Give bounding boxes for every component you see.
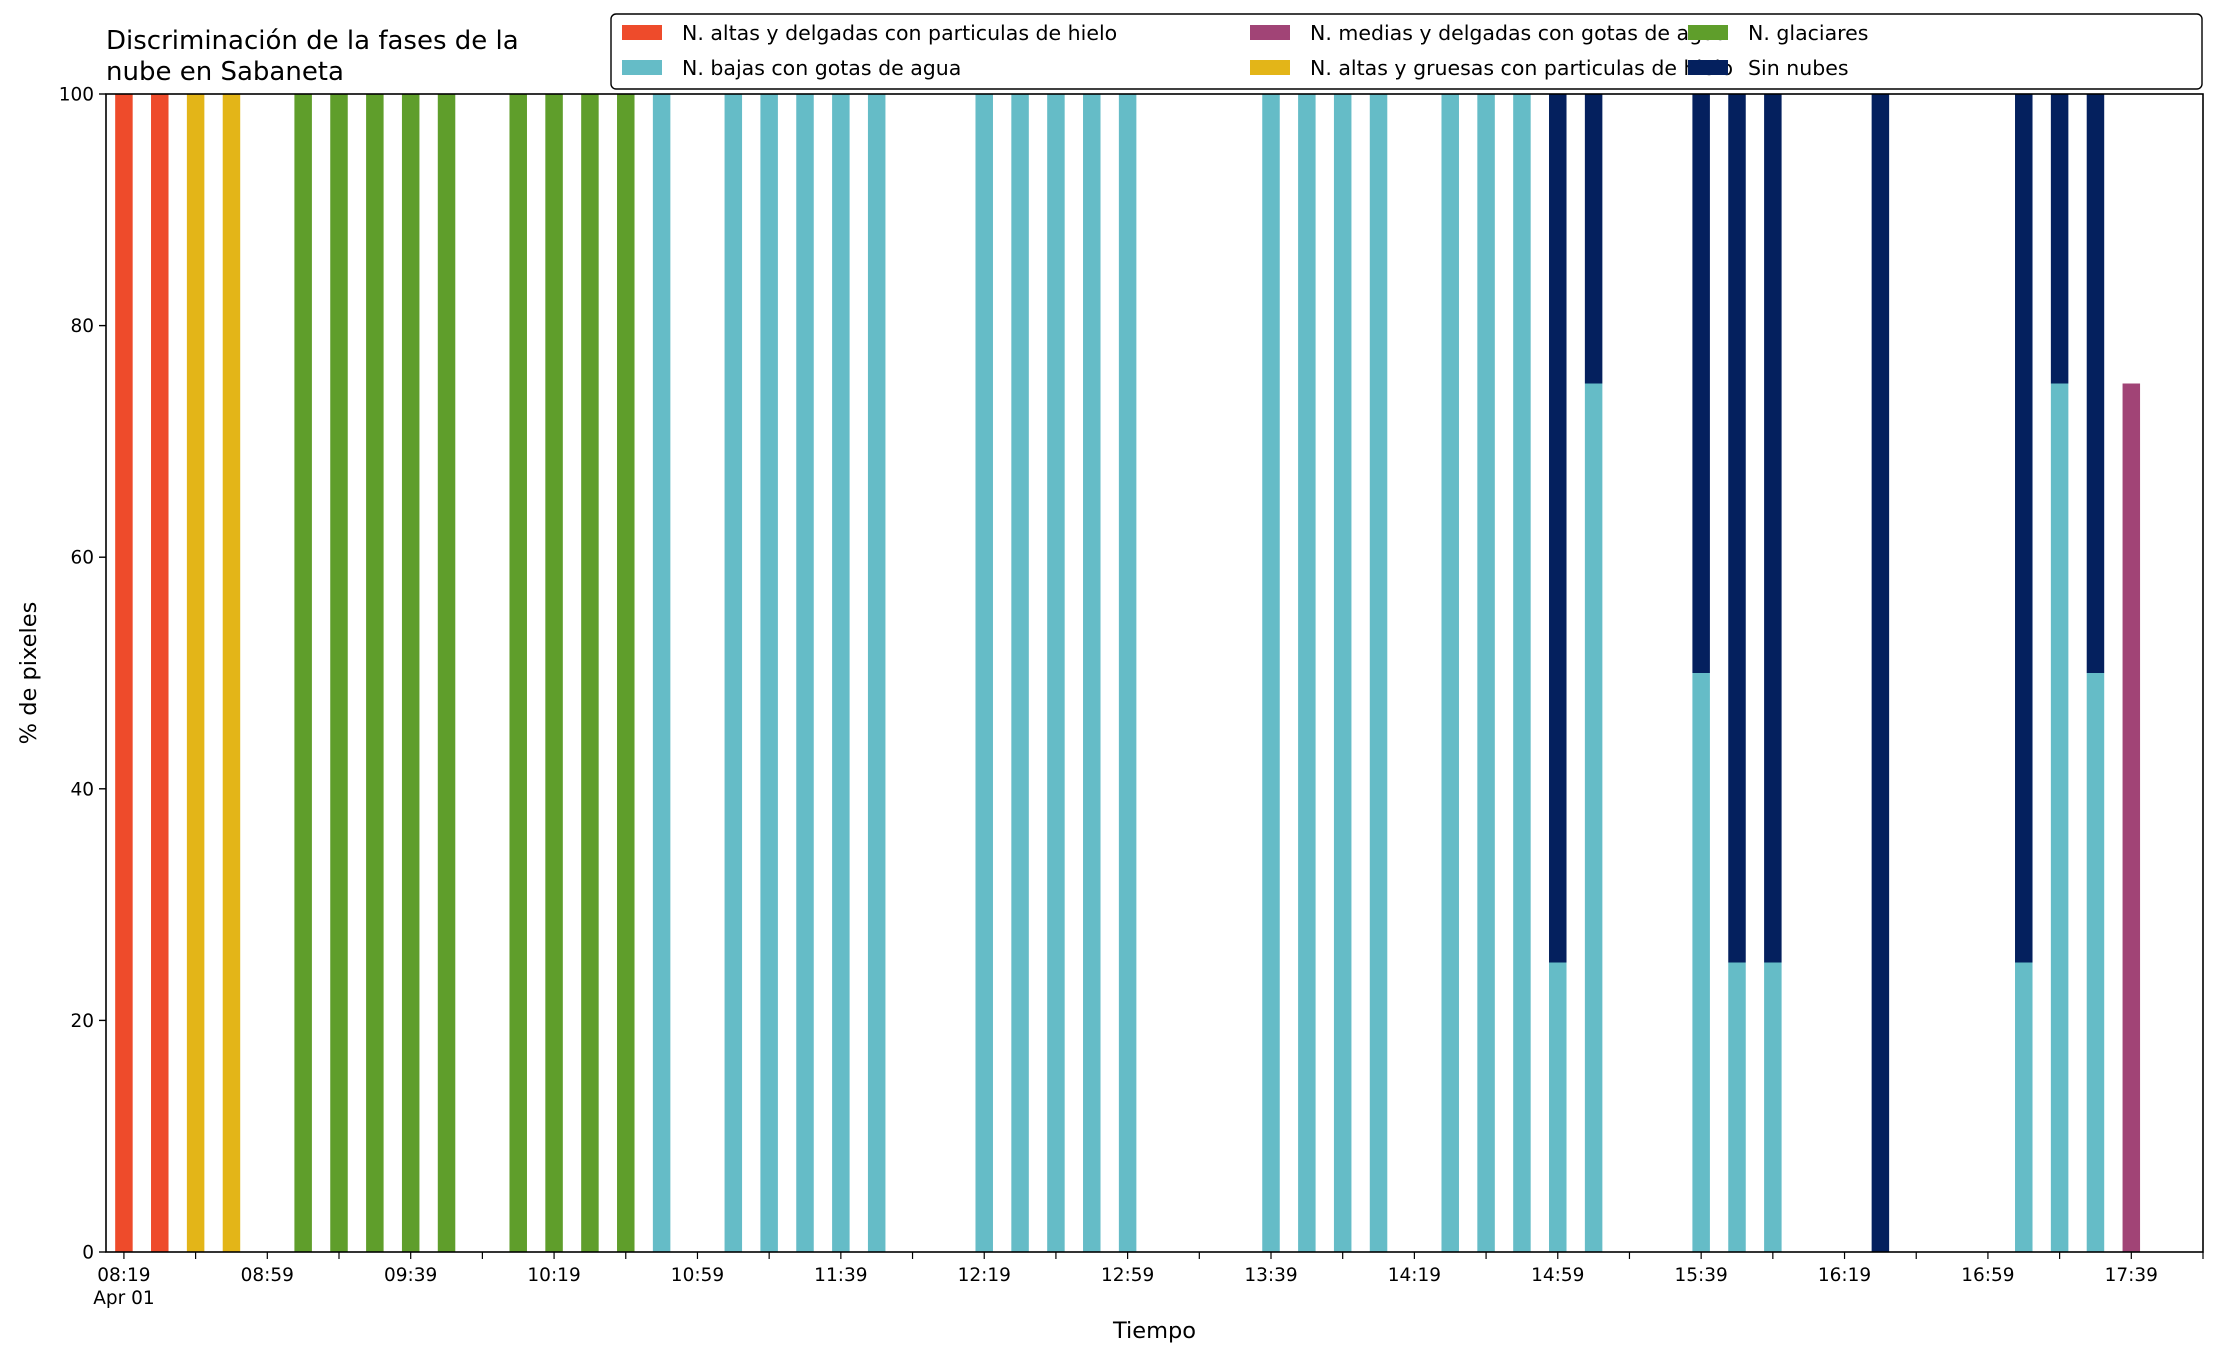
- legend-swatch: [1688, 60, 1728, 75]
- x-tick-label: 08:19 Apr 01: [93, 1265, 154, 1309]
- bar-1349-series-2: [1298, 94, 1316, 1252]
- bar-1719-series-5: [2050, 94, 2069, 384]
- bar-1549-series-5: [1728, 94, 1746, 963]
- bar-1039-series-3: [617, 94, 635, 1252]
- bar-1359-series-2: [1333, 94, 1352, 1252]
- legend-swatch: [1250, 60, 1290, 75]
- bar-1259-series-2: [1118, 94, 1137, 1252]
- bar-1339-series-2: [1262, 94, 1280, 1252]
- y-tick-label: 100: [59, 85, 94, 106]
- bar-1429-series-2: [1441, 94, 1459, 1252]
- bar-1049-series-2: [652, 94, 671, 1252]
- bar-1459-series-2: [1549, 962, 1567, 1252]
- legend-label: Sin nubes: [1748, 56, 1849, 80]
- bar-1219-series-2: [975, 94, 993, 1252]
- legend-box: [610, 13, 2203, 90]
- legend-label: N. altas y delgadas con particulas de hi…: [682, 21, 1117, 45]
- legend-swatch: [622, 60, 662, 75]
- bar-0839-series-1: [186, 94, 205, 1252]
- bar-1229-series-2: [1011, 94, 1029, 1252]
- bar-1629-series-5: [1871, 94, 1890, 1252]
- bar-1549-series-2: [1728, 962, 1746, 1252]
- legend-label: N. bajas con gotas de agua: [682, 56, 961, 80]
- bar-1719-series-2: [2050, 383, 2069, 1252]
- bar-1129-series-2: [796, 94, 814, 1252]
- bar-1149-series-2: [867, 94, 886, 1252]
- x-tick-label: 10:59: [671, 1265, 724, 1286]
- x-tick-label: 15:39: [1674, 1265, 1727, 1286]
- x-axis-label: Tiempo: [1112, 1318, 1196, 1344]
- plot-frame: [105, 93, 2204, 1253]
- bar-0949-series-3: [437, 94, 456, 1252]
- bar-1709-series-5: [2015, 94, 2033, 963]
- bar-1509-series-2: [1584, 383, 1603, 1252]
- bar-1539-series-5: [1692, 94, 1710, 673]
- x-tick-label: 11:39: [814, 1265, 867, 1286]
- bar-1139-series-2: [832, 94, 850, 1252]
- bar-1729-series-5: [2086, 94, 2105, 673]
- bar-1539-series-2: [1692, 673, 1710, 1252]
- bar-1559-series-5: [1764, 94, 1782, 963]
- y-tick-label: 20: [70, 1011, 94, 1032]
- bar-1239-series-2: [1047, 94, 1065, 1252]
- x-tick-label: 14:59: [1531, 1265, 1584, 1286]
- legend-swatch: [1688, 25, 1728, 40]
- legend-label: N. medias y delgadas con gotas de agua: [1310, 21, 1728, 45]
- bar-0909-series-3: [294, 94, 312, 1252]
- bar-1009-series-3: [509, 94, 527, 1252]
- legend-label: N. glaciares: [1748, 21, 1868, 45]
- chart-title: Discriminación de la fases de la nube en …: [106, 26, 519, 87]
- bar-1029-series-3: [581, 94, 599, 1252]
- bar-1709-series-2: [2015, 962, 2033, 1252]
- bar-0849-series-1: [222, 94, 241, 1252]
- x-tick-label: 16:59: [1961, 1265, 2014, 1286]
- x-tick-label: 10:19: [527, 1265, 580, 1286]
- y-tick-label: 40: [70, 779, 94, 800]
- x-tick-label: 08:59: [241, 1265, 294, 1286]
- bar-1509-series-5: [1584, 94, 1603, 384]
- legend-swatch: [1250, 25, 1290, 40]
- x-tick-label: 17:39: [2105, 1265, 2158, 1286]
- x-tick-label: 13:39: [1244, 1265, 1297, 1286]
- y-tick-label: 0: [82, 1243, 94, 1264]
- x-tick-label: 12:59: [1101, 1265, 1154, 1286]
- bar-1739-series-4: [2122, 383, 2141, 1252]
- bar-1439-series-2: [1477, 94, 1495, 1252]
- bar-1119-series-2: [760, 94, 778, 1252]
- y-tick-label: 80: [70, 316, 94, 337]
- bar-1019-series-3: [545, 94, 563, 1252]
- bar-1729-series-2: [2086, 673, 2105, 1252]
- legend-swatch: [622, 25, 662, 40]
- bar-0919-series-3: [330, 94, 348, 1252]
- x-tick-label: 09:39: [384, 1265, 437, 1286]
- bar-1109-series-2: [724, 94, 743, 1252]
- bar-1409-series-2: [1369, 94, 1388, 1252]
- bar-1449-series-2: [1513, 94, 1531, 1252]
- bar-1249-series-2: [1083, 94, 1101, 1252]
- bar-0829-series-0: [151, 94, 169, 1252]
- y-axis-label: % de pixeles: [16, 602, 42, 745]
- bar-0819-series-0: [115, 94, 133, 1252]
- bar-1459-series-5: [1549, 94, 1567, 963]
- bar-1559-series-2: [1764, 962, 1782, 1252]
- x-tick-label: 16:19: [1818, 1265, 1871, 1286]
- bar-0929-series-3: [366, 94, 384, 1252]
- x-tick-label: 14:19: [1388, 1265, 1441, 1286]
- y-tick-label: 60: [70, 548, 94, 569]
- x-tick-label: 12:19: [958, 1265, 1011, 1286]
- bar-0939-series-3: [401, 94, 420, 1252]
- legend-label: N. altas y gruesas con particulas de hie…: [1310, 56, 1733, 80]
